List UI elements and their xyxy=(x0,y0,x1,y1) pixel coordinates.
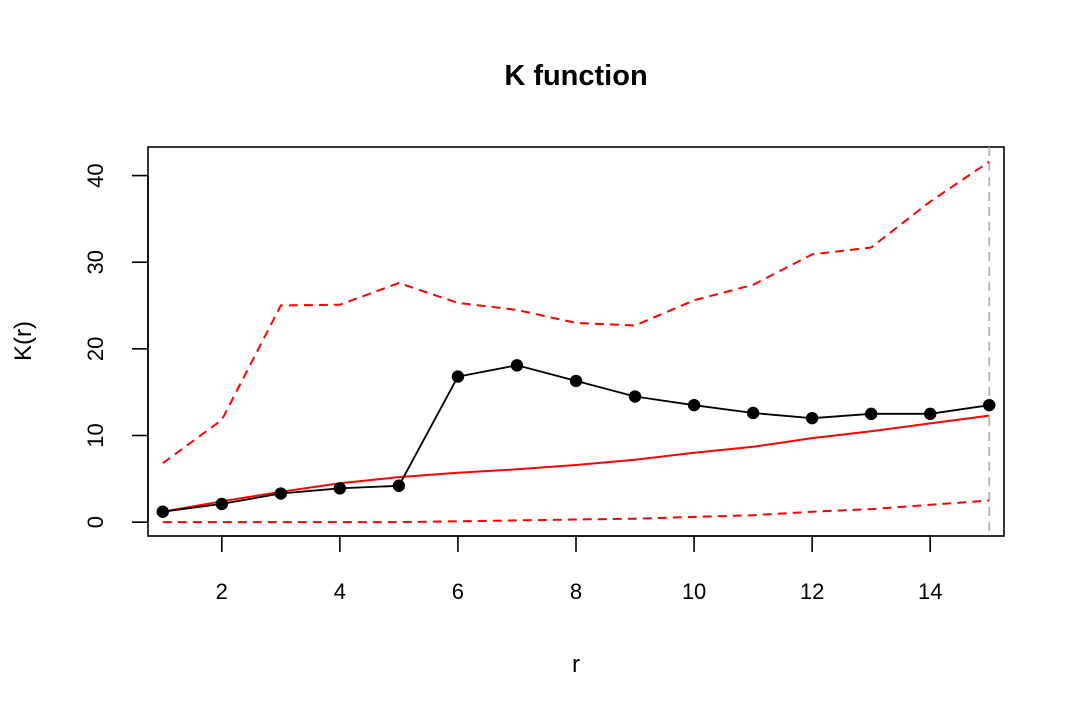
x-tick-label: 10 xyxy=(682,579,706,604)
x-tick-label: 4 xyxy=(334,579,346,604)
x-tick-label: 12 xyxy=(800,579,824,604)
y-tick-label: 0 xyxy=(83,516,108,528)
y-tick-label: 10 xyxy=(83,423,108,447)
x-axis-label: r xyxy=(572,651,580,678)
data-point-observed xyxy=(392,479,406,492)
data-point-observed xyxy=(864,407,878,421)
data-point-observed xyxy=(156,505,169,518)
data-point-observed xyxy=(451,370,465,383)
data-point-observed xyxy=(569,374,583,388)
series-upper-envelope-line xyxy=(162,160,990,465)
series-layer xyxy=(156,147,996,536)
data-point-observed xyxy=(924,407,937,421)
x-tick-label: 8 xyxy=(570,579,582,604)
series-observed-line xyxy=(162,364,990,513)
data-point-observed xyxy=(687,398,701,412)
data-point-observed xyxy=(983,398,996,412)
y-axis-label: K(r) xyxy=(10,321,37,361)
y-axis: 0 10 20 30 40 xyxy=(83,163,149,528)
series-lower-envelope-line xyxy=(162,499,990,524)
series-theoretical-line xyxy=(162,414,990,513)
data-point-observed xyxy=(333,482,347,495)
chart-title: K function xyxy=(504,60,647,92)
data-point-observed xyxy=(510,359,524,372)
plot-area-frame xyxy=(147,146,1005,537)
data-point-observed xyxy=(274,487,288,500)
y-tick-label: 40 xyxy=(83,163,108,187)
data-point-observed xyxy=(628,390,642,403)
data-point-observed xyxy=(746,406,760,420)
x-tick-label: 2 xyxy=(216,579,228,604)
x-tick-label: 14 xyxy=(918,579,942,604)
x-tick-label: 6 xyxy=(452,579,464,604)
x-axis: 2 4 6 8 10 12 14 xyxy=(216,535,942,604)
data-point-observed xyxy=(805,411,819,425)
y-tick-label: 20 xyxy=(83,337,108,361)
data-point-observed xyxy=(215,497,228,511)
y-tick-label: 30 xyxy=(83,250,108,274)
